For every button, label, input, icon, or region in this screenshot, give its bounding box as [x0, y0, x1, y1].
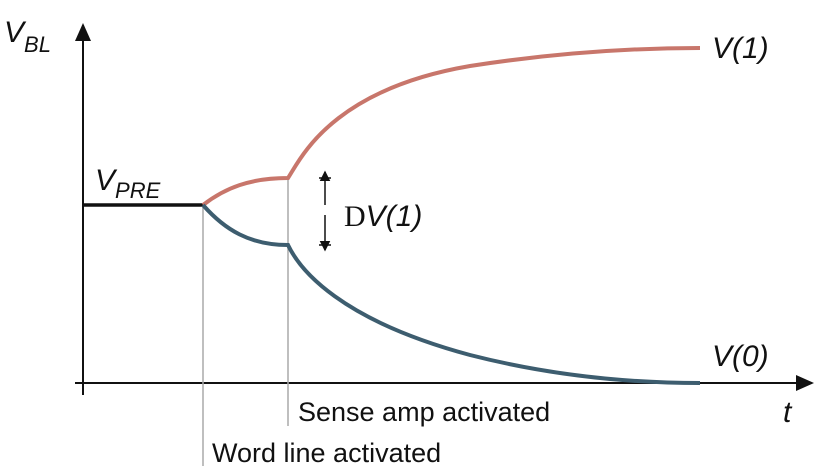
high-curve: [201, 46, 701, 207]
precharge-label: VPRE: [95, 164, 161, 203]
text-part: V(1): [366, 200, 423, 233]
word-line-label: Word line activated: [212, 438, 441, 468]
low-curve: [201, 203, 701, 385]
sense-amp-label: Sense amp activated: [298, 397, 550, 427]
low-label: V(0): [712, 340, 769, 373]
text-part: PRE: [115, 178, 161, 203]
text-part: D: [344, 200, 366, 233]
text-part: BL: [24, 32, 51, 57]
x-axis-label: t: [783, 396, 793, 429]
high-label: V(1): [712, 32, 769, 65]
delta-label: DV(1): [344, 200, 422, 233]
y-axis-label: VBL: [4, 16, 51, 57]
text-part: V: [4, 16, 27, 49]
text-part: V: [95, 164, 118, 197]
